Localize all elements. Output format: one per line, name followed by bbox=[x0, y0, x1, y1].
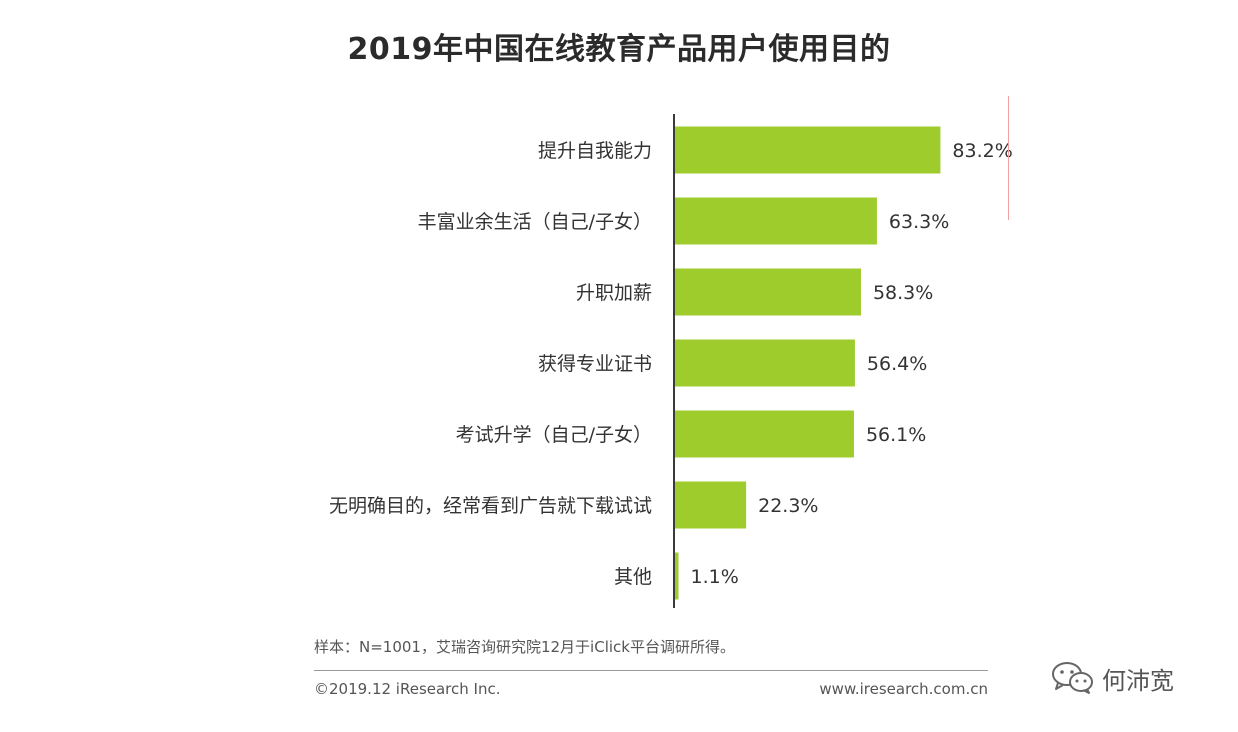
category-label: 升职加薪 bbox=[576, 282, 652, 304]
crop-marker-line bbox=[1008, 96, 1009, 220]
category-label: 获得专业证书 bbox=[538, 353, 652, 375]
bar bbox=[675, 552, 679, 600]
footer-divider bbox=[314, 670, 988, 671]
category-label: 考试升学（自己/子女） bbox=[456, 424, 652, 446]
bar bbox=[675, 339, 855, 387]
category-label: 提升自我能力 bbox=[538, 140, 652, 162]
bar bbox=[675, 481, 747, 529]
website-text: www.iresearch.com.cn bbox=[819, 680, 988, 698]
value-label: 56.4% bbox=[867, 353, 927, 375]
category-label: 无明确目的，经常看到广告就下载试试 bbox=[329, 495, 652, 517]
value-label: 1.1% bbox=[691, 566, 739, 588]
value-label: 58.3% bbox=[873, 282, 933, 304]
sample-note: 样本：N=1001，艾瑞咨询研究院12月于iClick平台调研所得。 bbox=[314, 638, 735, 656]
bar bbox=[675, 268, 861, 316]
category-label: 丰富业余生活（自己/子女） bbox=[418, 211, 652, 233]
watermark: 何沛宽 bbox=[1050, 658, 1174, 698]
value-label: 83.2% bbox=[952, 140, 1012, 162]
wechat-icon bbox=[1052, 662, 1093, 694]
value-label: 56.1% bbox=[866, 424, 926, 446]
copyright-text: ©2019.12 iResearch Inc. bbox=[314, 680, 501, 698]
bar bbox=[675, 197, 877, 245]
bar-chart: 提升自我能力 83.2% 丰富业余生活（自己/子女） 63.3% 升职加薪 58.3% 获得… bbox=[329, 114, 1013, 608]
bar bbox=[675, 410, 854, 458]
category-label: 其他 bbox=[614, 566, 652, 588]
value-label: 22.3% bbox=[758, 495, 818, 517]
chart-title: 2019年中国在线教育产品用户使用目的 bbox=[347, 32, 891, 67]
bar bbox=[675, 126, 941, 174]
watermark-text: 何沛宽 bbox=[1102, 666, 1174, 695]
value-label: 63.3% bbox=[889, 211, 949, 233]
